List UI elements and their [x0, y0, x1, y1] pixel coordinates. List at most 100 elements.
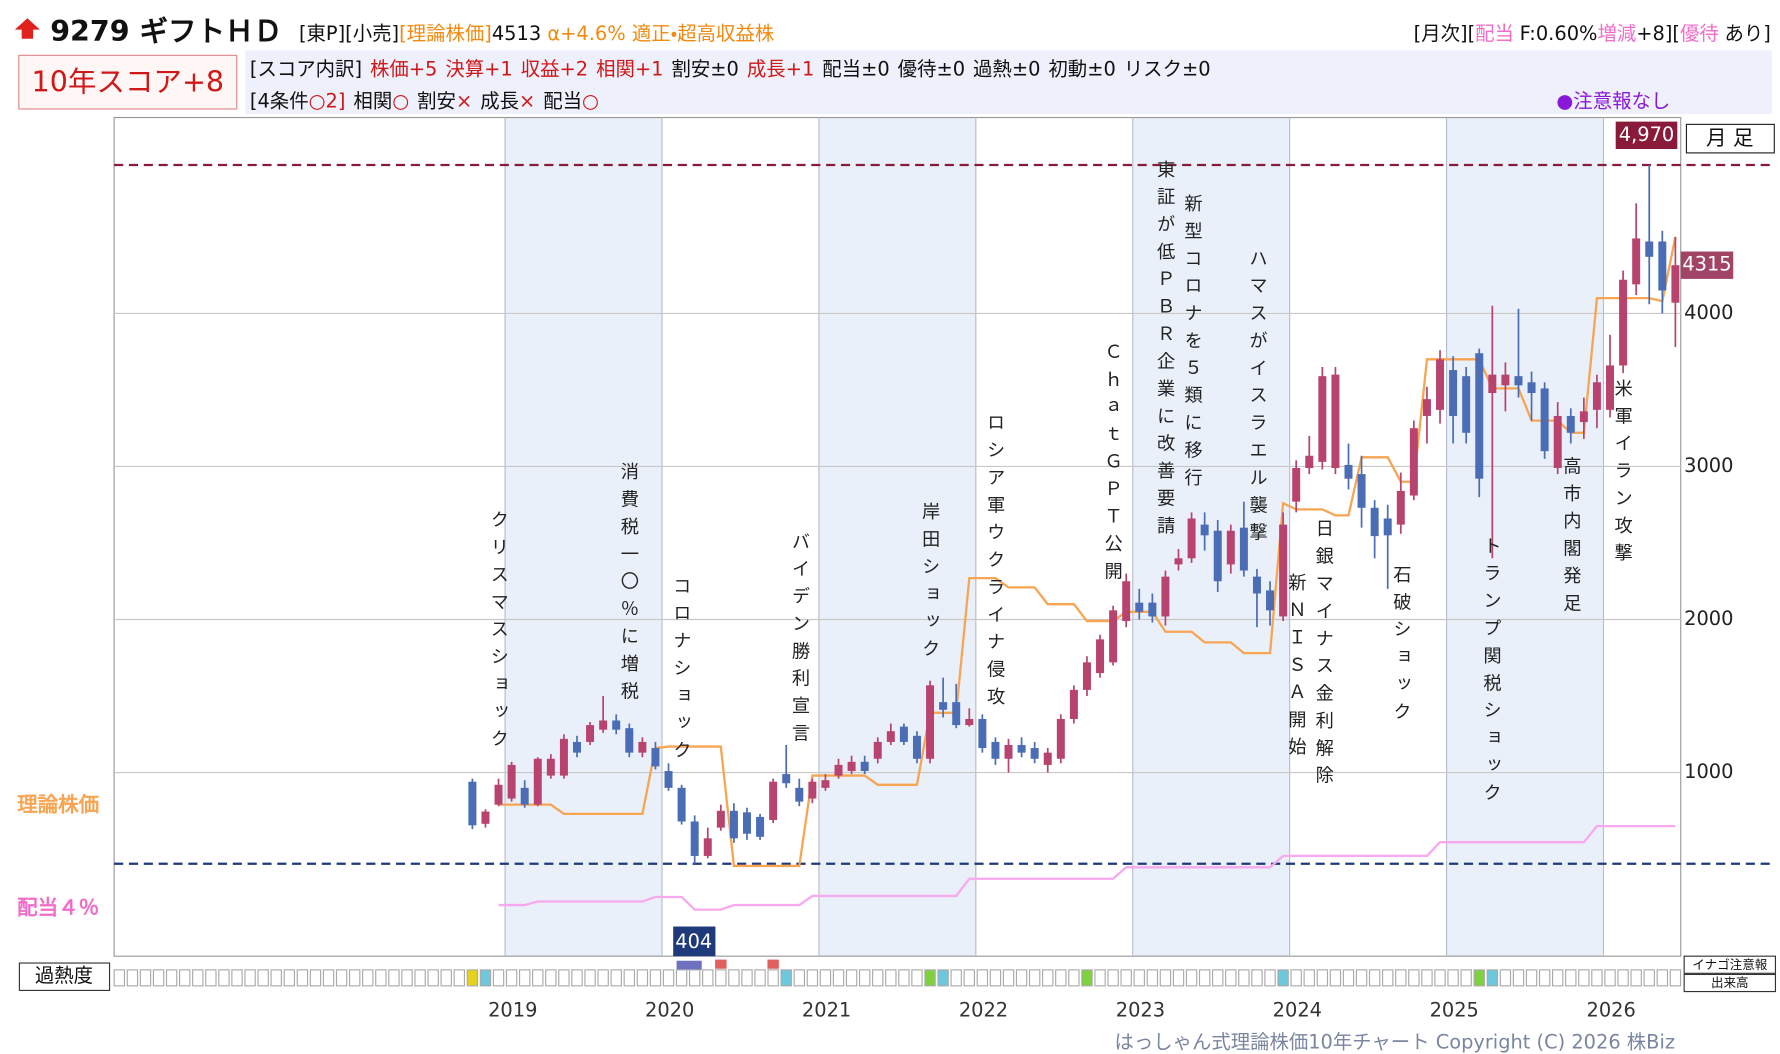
candle-body: [756, 816, 765, 837]
candle-body: [742, 812, 751, 834]
candle-body: [1357, 474, 1366, 508]
event-label: 高市内閣発足: [1559, 456, 1582, 621]
event-label: 米軍イラン攻撃: [1611, 378, 1633, 571]
candle-body: [1161, 576, 1170, 617]
overheat-cell: [388, 969, 400, 987]
candle-body: [1148, 602, 1157, 617]
condition: 成長: [480, 90, 519, 113]
overheat-cell: [1643, 969, 1655, 987]
overheat-cell: [688, 969, 701, 987]
overheat-cell: [1552, 969, 1564, 987]
score-item: 過熱±0: [973, 58, 1041, 82]
overheat-cell: [702, 969, 714, 987]
overheat-cell: [1382, 969, 1394, 987]
overheat-cell: [375, 969, 387, 987]
overheat-cell: [1604, 969, 1616, 987]
condition: 相関: [353, 90, 393, 113]
candle-body: [612, 720, 621, 730]
overheat-cell: [335, 969, 348, 987]
overheat-cell: [872, 969, 884, 987]
x-tick-label: 2026: [1587, 998, 1636, 1021]
overheat-cell: [858, 969, 871, 987]
event-label: トランプ関税ショック: [1479, 536, 1502, 811]
overheat-cell: [1434, 969, 1446, 987]
overheat-cell: [571, 969, 583, 987]
condition-mark: ○: [392, 90, 410, 113]
candle-body: [926, 685, 935, 759]
candle-body: [1096, 639, 1105, 674]
overheat-cell: [1525, 969, 1538, 987]
row1: [東P][小売][理論株価]4513 α+4.6% 適正・超高収益株: [299, 17, 774, 46]
year-band: [1132, 117, 1290, 957]
event-label: 石破ショック: [1389, 564, 1412, 730]
overheat-cell: [545, 969, 557, 987]
candle-body: [625, 728, 634, 753]
overheat-cell: [1316, 969, 1329, 987]
candle-body: [847, 761, 856, 772]
candle-body: [1396, 490, 1405, 525]
period-label: 月 足: [1706, 126, 1754, 150]
candle-body: [1501, 374, 1510, 386]
event-label: コロナショック: [669, 576, 692, 768]
volume-box: [1683, 973, 1777, 993]
candle-body: [1409, 428, 1418, 496]
y-tick-label: 3000: [1684, 454, 1733, 477]
event-label: 東証が低ＰＢＲ企業に改善要請: [1153, 159, 1176, 544]
x-tick-label: 2024: [1273, 998, 1322, 1021]
candle-body: [1305, 455, 1314, 468]
score-item: 割安±0: [671, 58, 739, 82]
condition: 配当: [543, 90, 583, 113]
overheat-cell: [139, 969, 152, 987]
candle-body: [782, 774, 791, 784]
overheat-cell: [1055, 969, 1067, 987]
overheat-cell: [479, 969, 492, 987]
overheat-cell: [636, 969, 649, 987]
candle-body: [481, 811, 490, 824]
candle-body: [1592, 382, 1601, 410]
row1-right: [月次][配当 F:0.60%増減+8][優待 あり]: [1414, 17, 1771, 46]
row2: [スコア内訳] 株価+5 決算+1 収益+2 相関+1 割安±0 成長+1 配当±0 優待±0 過…: [250, 52, 1211, 81]
conditions-count: ○2]: [308, 90, 346, 113]
overheat-cell: [1238, 969, 1250, 987]
overheat-cell: [597, 969, 609, 987]
event-label: ロシア軍ウクライナ侵攻: [983, 413, 1006, 715]
overheat-cell: [584, 969, 596, 987]
overheat-cell: [492, 969, 505, 987]
overheat-cell: [924, 969, 936, 987]
overheat-cell: [113, 969, 126, 987]
overheat-cell: [1512, 969, 1525, 987]
volume-label: 出来高: [1711, 975, 1749, 990]
overheat-cell: [1185, 969, 1198, 987]
overheat-cell: [728, 969, 740, 987]
overheat-cell: [1277, 969, 1289, 987]
candle-body: [716, 810, 725, 828]
overheat-cell: [401, 969, 413, 987]
overheat-cell: [1421, 969, 1433, 987]
overheat-cell: [937, 969, 949, 987]
candle-body: [1645, 241, 1654, 257]
overheat-cell: [1617, 969, 1629, 987]
candle-body: [1174, 558, 1183, 565]
candle-body: [1671, 265, 1680, 303]
overheat-cell: [1329, 969, 1342, 987]
candle-body: [886, 731, 895, 742]
candle-body: [1213, 530, 1222, 582]
overheat-cell: [218, 969, 230, 987]
overheat-cell: [767, 969, 779, 987]
year-band: [505, 117, 662, 957]
candle-body: [573, 741, 581, 753]
overheat-cell: [1538, 969, 1551, 987]
plot-frame: [113, 116, 1682, 957]
event-label: 岸田ショック: [918, 502, 941, 667]
candle-body: [651, 748, 660, 767]
candle-body: [965, 718, 974, 726]
overheat-cell: [1146, 969, 1159, 987]
score-item: 相関+1: [596, 58, 664, 82]
event-label: 消費税一〇％に増税: [617, 462, 639, 709]
overheat-cell: [911, 969, 923, 987]
overheat-cell: [126, 969, 139, 987]
overheat-cell: [885, 969, 897, 987]
overheat-cell: [1368, 969, 1381, 987]
candle-body: [1527, 382, 1536, 393]
